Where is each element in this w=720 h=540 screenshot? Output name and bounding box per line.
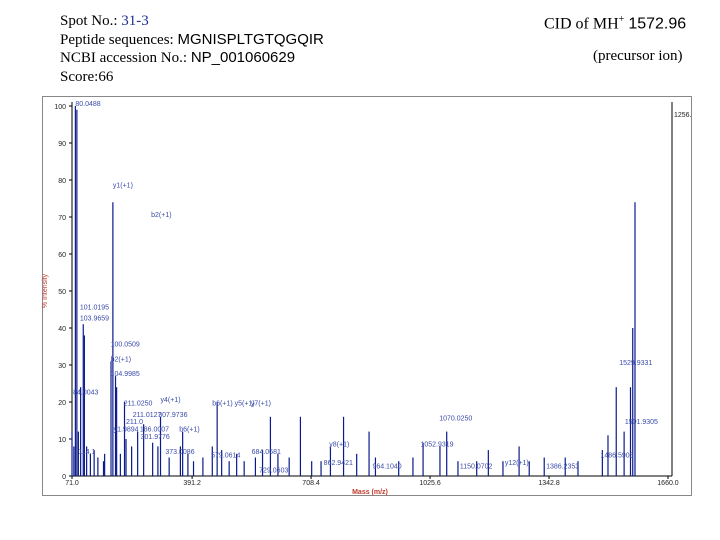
x-tick-label: 1660.0 [657, 480, 679, 487]
peak-annotation: 862.9421 [324, 460, 353, 467]
x-tick-label: 708.4 [302, 480, 320, 487]
score-line: Score:66 [60, 68, 324, 87]
peak-annotation: 211.0 [126, 419, 143, 426]
peak-annotation: 1052.9319 [420, 441, 453, 448]
peak-annotation: 1070.0250 [439, 416, 472, 423]
peak-annotation: b6(+1) y5(+1) [212, 401, 254, 408]
peak-annotation: 684.0681 [252, 449, 281, 456]
peak-annotation: 729.0603 [259, 467, 288, 474]
cid-title: CID of MH+ 1572.96 [544, 14, 686, 33]
peak-annotation: 104.9985 [111, 371, 140, 378]
y-tick-label: 30 [58, 363, 66, 370]
spot-line: Spot No.: 31-3 [60, 12, 324, 31]
peak-annotation: 211.0127 [133, 412, 162, 419]
peak-annotation: b2(+1) [151, 212, 171, 219]
peak-annotation: y1.9894 [114, 427, 139, 434]
x-axis-label: Mass (m/z) [352, 489, 388, 496]
x-tick-label: 1342.8 [538, 480, 560, 487]
peak-annotation: 101.0195 [80, 305, 109, 312]
ncbi-value: NP_001060629 [190, 49, 296, 66]
peak-annotation: y1(+1) [113, 182, 133, 189]
peak-annotation: 579.0614 [211, 453, 240, 460]
spectrum-header: Spot No.: 31-3 Peptide sequences: MGNISP… [60, 12, 324, 86]
peak-annotation: 964.1040 [372, 464, 401, 471]
y-tick-label: 40 [58, 326, 66, 333]
y-tick-label: 10 [58, 437, 66, 444]
peak-annotation: 1501.9305 [625, 419, 658, 426]
peak-annotation: y4(+1) [161, 397, 181, 404]
ncbi-label: NCBI accession No.: [60, 50, 188, 66]
y-tick-label: 50 [58, 289, 66, 296]
peak-annotation: b2(+1) [111, 356, 131, 363]
y-tick-label: 100 [54, 104, 66, 111]
peptide-label: Peptide sequences: [60, 31, 174, 48]
cid-charge: + [618, 14, 625, 25]
x-tick-label: 1025.6 [419, 480, 441, 487]
peak-annotation: 114.1 [78, 449, 95, 456]
peak-annotation: y12(+1) [505, 460, 529, 467]
max-intensity-label: 1256. [674, 112, 692, 119]
spot-value: 31-3 [121, 13, 149, 29]
x-tick-label: 391.2 [183, 480, 201, 487]
peak-annotation: 84.0043 [73, 390, 98, 397]
peptide-value: MGNISPLTGTQGQIR [177, 30, 324, 48]
x-tick-label: 71.0 [65, 480, 79, 487]
spectrum-frame [42, 96, 692, 496]
peak-annotation: y7(+1) [251, 401, 271, 408]
score-value: 66 [98, 68, 114, 85]
peak-annotation: y8(+1) [329, 441, 349, 448]
peak-annotation: 211.0250 [124, 401, 153, 408]
cid-value: 1572.96 [628, 15, 687, 33]
peak-annotation: 1486.5905 [600, 453, 633, 460]
cid-prefix: CID of MH [544, 15, 619, 33]
peak-annotation: 186.0007 [140, 427, 169, 434]
y-tick-label: 80 [58, 178, 66, 185]
peak-annotation: 1386.2353 [546, 464, 579, 471]
peak-annotation: 100.0509 [111, 342, 140, 349]
spot-label: Spot No.: [60, 13, 118, 29]
score-label: Score: [60, 68, 99, 85]
peak-annotation: 1150.0702 [460, 464, 493, 471]
y-tick-label: 90 [58, 141, 66, 148]
y-tick-label: 70 [58, 215, 66, 222]
y-tick-label: 60 [58, 252, 66, 259]
y-tick-label: 0 [62, 474, 66, 481]
peak-annotation: 307.9736 [158, 412, 187, 419]
y-tick-label: 20 [58, 400, 66, 407]
peak-annotation: 1529.9331 [619, 360, 652, 367]
peak-annotation: 80.0488 [75, 101, 100, 108]
peptide-line: Peptide sequences: MGNISPLTGTQGQIR [60, 31, 324, 50]
ncbi-line: NCBI accession No.: NP_001060629 [60, 49, 324, 68]
precursor-label: (precursor ion) [593, 48, 683, 64]
peak-annotation: 373.0086 [165, 449, 194, 456]
y-axis-label: % Intensity [42, 273, 49, 308]
peak-annotation: b6(+1) [179, 427, 199, 434]
peak-annotation: 301.9776 [141, 434, 170, 441]
peak-annotation: 103.9659 [80, 316, 109, 323]
